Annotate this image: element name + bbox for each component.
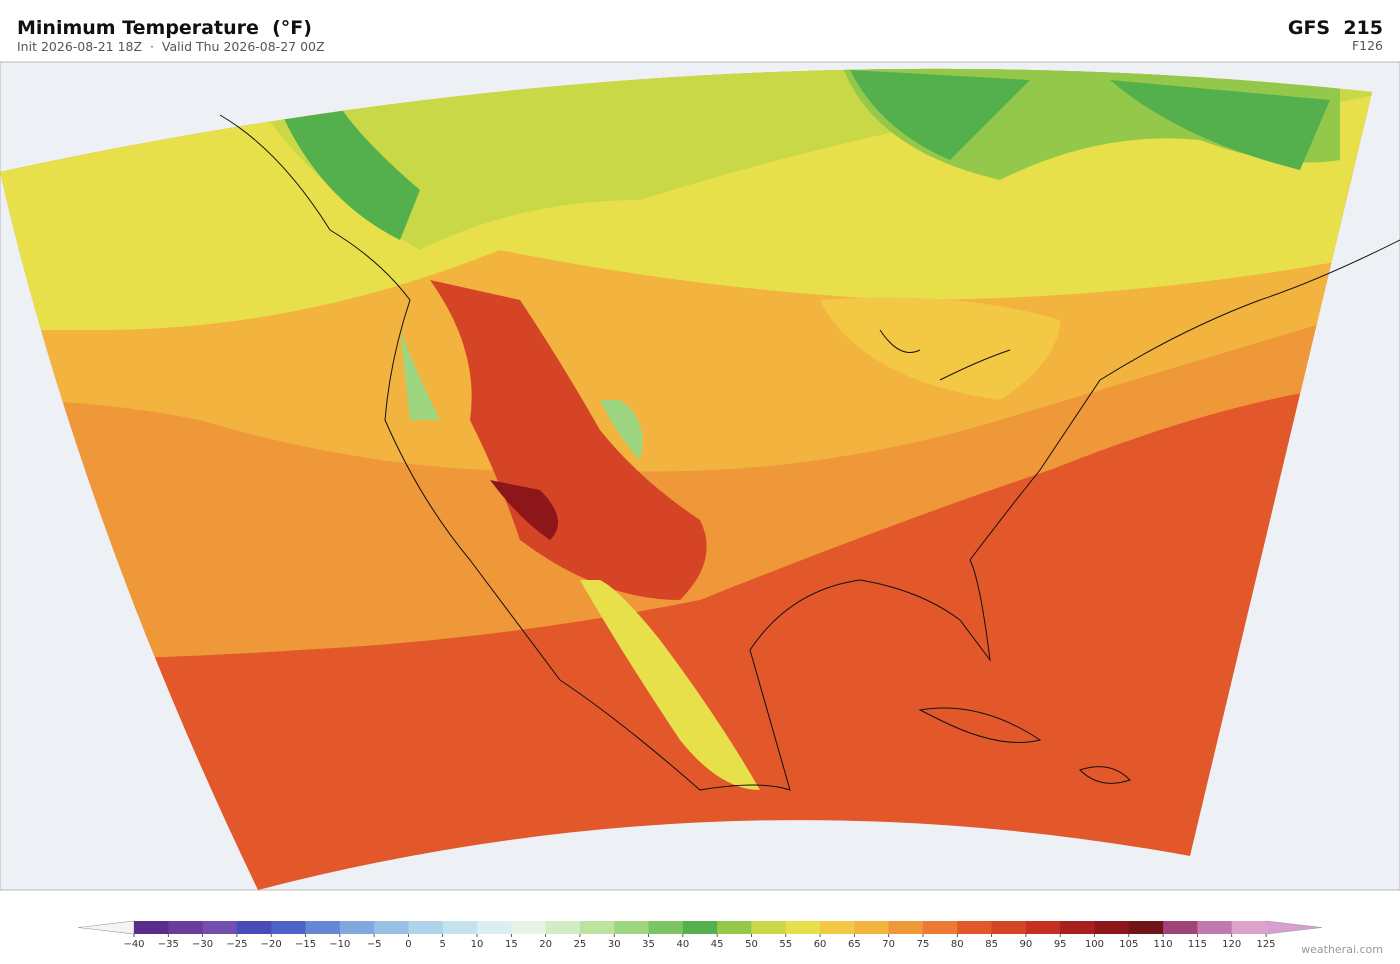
colorbar-bin	[888, 921, 924, 934]
colorbar-tick-label: −40	[123, 939, 144, 950]
coastlines	[219, 114, 1400, 791]
colorbar-tick-label: 125	[1256, 939, 1275, 950]
model: GFS 215	[1288, 17, 1383, 39]
colorbar-bin	[477, 921, 512, 934]
colorbar-tick-label: 35	[642, 939, 655, 950]
colorbar-bin	[168, 921, 204, 934]
colorbar-bin	[922, 921, 958, 934]
colorbar-bin	[682, 921, 718, 934]
colorbar-tick-label: 60	[814, 939, 827, 950]
colorbar: −40 −35 −30 −25 −20 −15 −10 −5 0 5 10 15 20 25 30 35 40 4…	[77, 920, 1323, 950]
colorbar-tick-label: −30	[192, 939, 213, 950]
colorbar-tick-label: 80	[951, 939, 964, 950]
colorbar-tick-label: 115	[1188, 939, 1207, 950]
colorbar-tick-label: −10	[329, 939, 350, 950]
colorbar-bin	[1231, 921, 1267, 934]
colorbar-bin	[271, 921, 307, 934]
colorbar-tick-label: 120	[1222, 939, 1241, 950]
colorbar-bin	[374, 921, 409, 934]
colorbar-tick-label: 90	[1020, 939, 1033, 950]
watermark: weatherai.com	[1301, 943, 1383, 956]
colorbar-tick-label: −5	[367, 939, 382, 950]
colorbar-bin	[408, 921, 444, 934]
colorbar-bin	[1197, 921, 1233, 934]
colorbar-bin	[751, 921, 787, 934]
colorbar-bin	[1094, 921, 1130, 934]
subtitle: Init 2026-08-21 18Z · Valid Thu 2026-08-…	[17, 39, 325, 54]
forecast-hour: F126	[1352, 38, 1383, 53]
colorbar-tick-label: 20	[539, 939, 552, 950]
colorbar-tick-label: 75	[917, 939, 930, 950]
colorbar-tick-label: −15	[295, 939, 316, 950]
colorbar-tick-label: 110	[1154, 939, 1173, 950]
colorbar-bin	[1163, 921, 1198, 934]
colorbar-bin	[785, 921, 821, 934]
colorbar-tick-label: −35	[158, 939, 179, 950]
colorbar-bin	[511, 921, 547, 934]
colorbar-tick-label: 100	[1085, 939, 1104, 950]
temperature-field	[0, 68, 1372, 890]
colorbar-bin	[442, 921, 478, 934]
map	[0, 61, 1400, 891]
colorbar-bin	[579, 921, 615, 934]
colorbar-tick-label: 0	[405, 939, 411, 950]
colorbar-bin	[1025, 921, 1061, 934]
colorbar-tick-label: 85	[985, 939, 998, 950]
colorbar-tick-label: 70	[882, 939, 895, 950]
title: Minimum Temperature (°F)	[17, 17, 312, 39]
colorbar-bin	[991, 921, 1027, 934]
colorbar-bin	[648, 921, 684, 934]
colorbar-tick-label: 50	[745, 939, 758, 950]
colorbar-bin	[545, 921, 581, 934]
colorbar-tick-label: 65	[848, 939, 861, 950]
colorbar-tick-label: 55	[779, 939, 792, 950]
colorbar-tick-label: 15	[505, 939, 518, 950]
colorbar-bin	[614, 921, 650, 934]
colorbar-bin	[339, 921, 375, 934]
colorbar-tick-label: 105	[1119, 939, 1138, 950]
colorbar-bin	[1060, 921, 1095, 934]
colorbar-bin	[820, 921, 855, 934]
colorbar-tick-label: 45	[711, 939, 724, 950]
colorbar-bin	[202, 921, 238, 934]
colorbar-bin	[305, 921, 341, 934]
colorbar-tick-label: 95	[1054, 939, 1067, 950]
colorbar-bin	[717, 921, 752, 934]
colorbar-tick-label: −25	[226, 939, 247, 950]
colorbar-tick-label: 40	[676, 939, 689, 950]
colorbar-bin	[957, 921, 993, 934]
colorbar-tick-label: 25	[574, 939, 587, 950]
colorbar-bin	[134, 921, 169, 934]
colorbar-bin	[236, 921, 272, 934]
colorbar-tick-label: 10	[471, 939, 484, 950]
colorbar-over	[1265, 920, 1323, 935]
colorbar-bin	[854, 921, 890, 934]
colorbar-tick-label: 30	[608, 939, 621, 950]
colorbar-bin	[1128, 921, 1164, 934]
colorbar-tick-label: −20	[261, 939, 282, 950]
colorbar-under	[77, 920, 135, 935]
colorbar-tick-label: 5	[440, 939, 446, 950]
